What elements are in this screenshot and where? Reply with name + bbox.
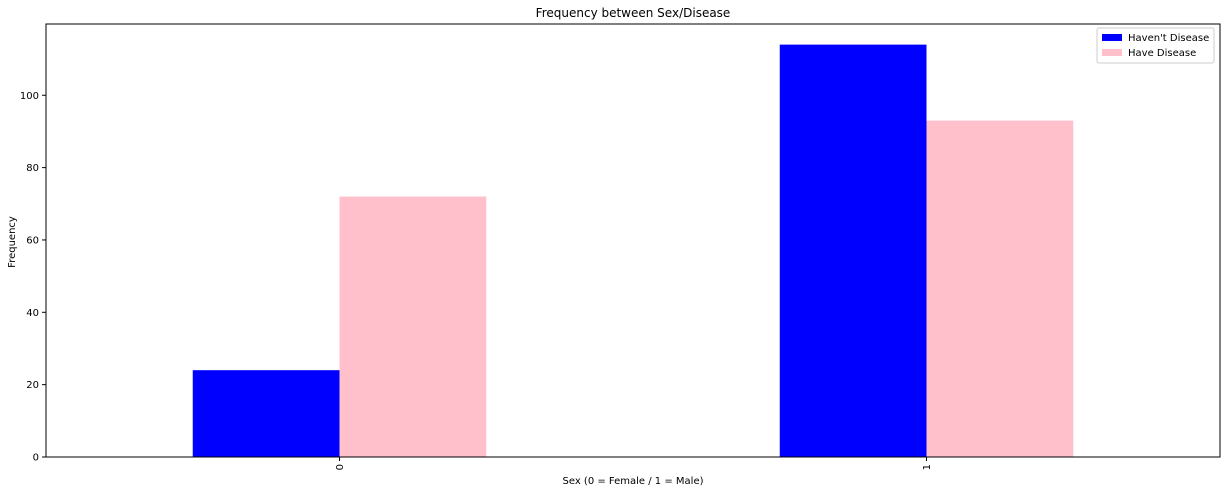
x-axis-label: Sex (0 = Female / 1 = Male) — [563, 476, 704, 487]
x-tick-label: 0 — [335, 464, 346, 470]
y-axis: 0 20 40 60 80 100 — [20, 91, 46, 464]
y-tick-label: 0 — [33, 453, 39, 464]
y-tick-label: 60 — [26, 235, 39, 246]
legend-swatch — [1102, 49, 1122, 56]
bar-have-disease-0 — [339, 196, 487, 458]
bars-group — [192, 44, 1074, 458]
y-tick-label: 40 — [26, 308, 39, 319]
y-tick-label: 100 — [20, 91, 39, 102]
y-axis-label: Frequency — [7, 216, 18, 268]
plot-frame — [45, 23, 1221, 458]
y-tick-label: 20 — [26, 380, 39, 391]
x-tick-label: 1 — [922, 464, 933, 470]
bar-have-disease-1 — [926, 120, 1074, 457]
chart-title: Frequency between Sex/Disease — [536, 6, 731, 20]
y-tick-label: 80 — [26, 163, 39, 174]
legend-label: Have Disease — [1128, 48, 1196, 59]
bar-havent-disease-1 — [779, 44, 927, 458]
legend-label: Haven't Disease — [1128, 33, 1209, 44]
legend-swatch — [1102, 34, 1122, 41]
bar-havent-disease-0 — [192, 370, 340, 457]
legend: Haven't Disease Have Disease — [1096, 27, 1215, 64]
legend-box — [1096, 27, 1215, 64]
